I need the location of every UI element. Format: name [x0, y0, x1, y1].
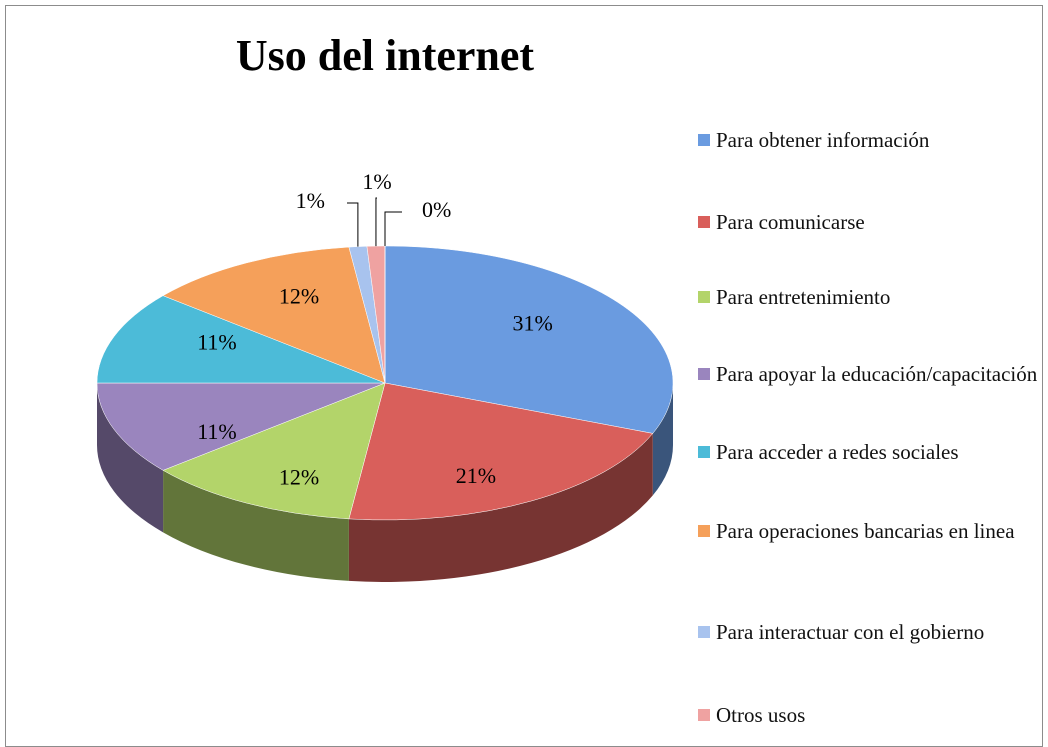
legend-item: Para interactuar con el gobierno: [698, 616, 1046, 648]
legend-swatch: [698, 709, 710, 721]
legend-swatch: [698, 446, 710, 458]
legend-label: Para acceder a redes sociales: [716, 440, 959, 464]
pie-slice: [348, 382, 654, 521]
legend-item: Para apoyar la educación/capacitación: [698, 358, 1046, 390]
data-label: 0%: [422, 197, 451, 222]
legend-item: Para comunicarse: [698, 206, 1046, 238]
data-label: 12%: [279, 464, 319, 489]
legend-label: Para interactuar con el gobierno: [716, 620, 985, 644]
data-label: 11%: [197, 419, 237, 444]
data-label: 31%: [513, 310, 553, 335]
leader-line: [375, 197, 377, 247]
legend-item: Para operaciones bancarias en linea: [698, 515, 1046, 547]
pie-slice-side: [652, 383, 673, 496]
pie-slice: [96, 295, 386, 384]
legend-swatch: [698, 216, 710, 228]
legend-swatch: [698, 368, 710, 380]
legend-item: Otros usos: [698, 699, 1046, 731]
pie-slice-side: [97, 383, 164, 533]
data-label: 1%: [296, 188, 325, 213]
legend-label: Para comunicarse: [716, 210, 865, 234]
legend-label: Para operaciones bancarias en linea: [716, 519, 1015, 543]
data-label: 21%: [456, 463, 496, 488]
data-label: 11%: [197, 329, 237, 354]
legend-swatch: [698, 291, 710, 303]
data-label: 1%: [362, 169, 391, 194]
pie-slice: [96, 382, 386, 471]
leader-line: [384, 211, 402, 246]
chart-title: Uso del internet: [236, 31, 535, 80]
pie-slice-side: [163, 470, 349, 581]
legend-label: Para apoyar la educación/capacitación: [716, 362, 1038, 386]
legend-swatch: [698, 134, 710, 146]
legend-swatch: [698, 626, 710, 638]
pie-slice: [162, 382, 386, 520]
legend-label: Para obtener información: [716, 128, 930, 152]
pie-slice: [162, 246, 386, 384]
legend-item: Para acceder a redes sociales: [698, 436, 1046, 468]
legend-swatch: [698, 525, 710, 537]
pie-slice: [384, 245, 674, 434]
data-label: 12%: [279, 284, 319, 309]
legend-item: Para entretenimiento: [698, 281, 1046, 313]
leader-line: [347, 202, 359, 247]
legend-item: Para obtener información: [698, 124, 1046, 156]
pie-slice-side: [348, 433, 653, 582]
legend-label: Otros usos: [716, 703, 806, 727]
legend-label: Para entretenimiento: [716, 285, 891, 309]
